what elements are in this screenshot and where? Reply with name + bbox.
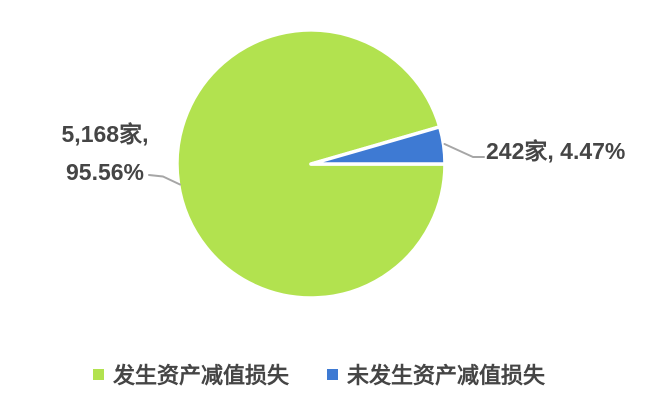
data-label-occurred-value: 5,168家, xyxy=(61,121,149,147)
leader-line-green-label xyxy=(148,174,181,186)
leader-line-blue-label xyxy=(443,143,485,158)
legend-swatch-blue xyxy=(327,368,339,380)
legend-label-no-impairment: 未发生资产减值损失 xyxy=(347,363,546,388)
legend-swatch-green xyxy=(93,368,104,380)
data-label-occurred-percent: 95.56% xyxy=(65,159,144,185)
data-label-no-impairment: 242家, 4.47% xyxy=(486,138,626,164)
legend-item-impairment-occurred: 发生资产减值损失 xyxy=(93,358,289,390)
data-label-impairment-occurred: 5,168家, 95.56% xyxy=(40,115,170,191)
legend-item-no-impairment: 未发生资产减值损失 xyxy=(327,358,545,390)
pie-slice-no-impairment xyxy=(309,125,447,166)
legend: 发生资产减值损失 未发生资产减值损失 xyxy=(93,358,545,390)
legend-label-impairment-occurred: 发生资产减值损失 xyxy=(113,363,290,388)
